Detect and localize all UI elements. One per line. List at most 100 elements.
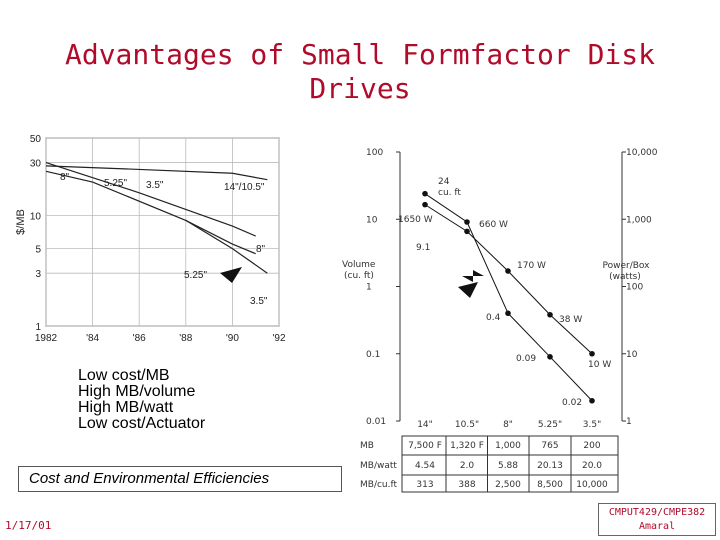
volume-power-chart: 100 10 1 0.1 0.01 10,000 1,000 100 10 1 Volume (cu.… xyxy=(340,140,670,495)
right-tick-label: 1,000 xyxy=(626,215,652,225)
table-cell: 1,320 F xyxy=(450,441,484,451)
power-label: 38 W xyxy=(559,315,582,325)
power-point xyxy=(547,311,553,318)
volume-point xyxy=(505,310,511,317)
y-tick-label: 30 xyxy=(30,159,42,170)
volume-label: 24 xyxy=(438,177,450,187)
table-cell: 388 xyxy=(458,480,475,490)
volume-label: cu. ft xyxy=(438,188,461,198)
right-tick-label: 1 xyxy=(626,417,632,427)
x-tick-label: '86 xyxy=(133,333,146,344)
slide-date: 1/17/01 xyxy=(5,519,52,532)
bullet-item: High MB/watt xyxy=(78,399,174,416)
power-arrow-icon xyxy=(462,270,484,282)
table-cell: 5.88 xyxy=(498,461,518,471)
series-annotation: 3.5" xyxy=(250,296,268,307)
footer-author: Amaral xyxy=(638,521,676,532)
trend-arrow-icon xyxy=(220,267,242,283)
volume-power-svg: 100 10 1 0.1 0.01 10,000 1,000 100 10 1 Volume(cu.… xyxy=(342,148,658,493)
table-cell: 20.13 xyxy=(537,461,563,471)
power-label: 1650 W xyxy=(398,215,433,225)
table-cell: 1,000 xyxy=(495,441,521,451)
left-tick-label: 10 xyxy=(366,215,378,225)
footer-course: CMPUT429/CMPE382 xyxy=(608,507,706,518)
form-factor-label: 5.25" xyxy=(538,420,562,430)
volume-arrow-icon xyxy=(458,282,478,298)
power-point xyxy=(464,228,470,235)
left-tick-label: 0.1 xyxy=(366,350,380,360)
volume-label: 0.02 xyxy=(562,398,582,408)
x-tick-label: '88 xyxy=(179,333,192,344)
bullet-item: High MB/volume xyxy=(78,383,196,400)
left-axis-label: Volume xyxy=(342,260,376,270)
caption-box: Cost and Environmental Efficiencies xyxy=(18,466,342,492)
table-cell: 20.0 xyxy=(582,461,602,471)
table-cell: 8,500 xyxy=(537,480,563,490)
volume-point xyxy=(547,354,553,360)
form-factor-label: 8" xyxy=(503,420,513,430)
series-annotation: 8" xyxy=(256,244,266,255)
cost-per-mb-chart: 50 30 10 5 3 1 1982 '84 '86 '88 '90 '92 $/MB 8" 5.25" 3… xyxy=(14,128,339,352)
table-cell: 313 xyxy=(416,480,433,490)
course-footer: CMPUT429/CMPE382 Amaral xyxy=(598,503,716,536)
power-point xyxy=(505,268,511,274)
series-annotation: 5.25" xyxy=(184,270,207,281)
series-annotation: 3.5" xyxy=(146,180,164,191)
x-tick-label: '90 xyxy=(226,333,239,344)
y-tick-label: 3 xyxy=(35,269,41,280)
right-axis-label: (watts) xyxy=(609,272,641,282)
volume-point xyxy=(464,219,470,225)
y-tick-label: 10 xyxy=(30,211,42,222)
title-line-2: Drives xyxy=(309,72,411,105)
volume-line xyxy=(424,193,593,402)
left-tick-label: 0.01 xyxy=(366,417,386,427)
slide-title: Advantages of Small Formfactor Disk Driv… xyxy=(0,38,720,106)
y-tick-label: 5 xyxy=(35,245,41,256)
form-factor-label: 10.5" xyxy=(455,420,479,430)
volume-point xyxy=(589,397,595,404)
left-tick-label: 100 xyxy=(366,148,383,158)
right-tick-label: 10 xyxy=(626,350,638,360)
table-cell: 4.54 xyxy=(415,461,435,471)
table-row-label: MB/cu.ft xyxy=(360,480,397,490)
x-tick-label: 1982 xyxy=(35,333,58,344)
power-point xyxy=(589,350,595,357)
left-tick-label: 1 xyxy=(366,283,372,293)
volume-label: 0.09 xyxy=(516,354,536,364)
right-tick-label: 100 xyxy=(626,283,643,293)
form-factor-label: 3.5" xyxy=(583,420,601,430)
series-line xyxy=(45,170,256,255)
power-line xyxy=(424,204,593,355)
table-frame xyxy=(401,435,619,493)
series-annotation: 5.25" xyxy=(104,178,127,189)
volume-label: 0.4 xyxy=(486,313,501,323)
plot-frame xyxy=(45,137,280,327)
power-label: 10 W xyxy=(588,360,611,370)
table-cell: 10,000 xyxy=(576,480,608,490)
advantages-list: Low cost/MB High MB/volume High MB/watt … xyxy=(78,368,205,432)
series-line xyxy=(185,219,268,274)
right-tick-label: 10,000 xyxy=(626,148,658,158)
volume-point xyxy=(422,190,428,197)
x-tick-label: '92 xyxy=(272,333,285,344)
table-cell: 200 xyxy=(583,441,600,451)
table-cell: 2.0 xyxy=(460,461,475,471)
title-line-1: Advantages of Small Formfactor Disk xyxy=(64,38,655,71)
y-axis-label: $/MB xyxy=(15,209,27,235)
y-tick-label: 50 xyxy=(30,134,42,145)
x-tick-label: '84 xyxy=(86,333,99,344)
form-factor-label: 14" xyxy=(417,420,433,430)
series-line xyxy=(45,165,268,181)
table-cell: 2,500 xyxy=(495,480,521,490)
bullet-item: Low cost/MB xyxy=(78,367,170,384)
series-annotation: 14"/10.5" xyxy=(224,182,265,193)
series-annotation: 8" xyxy=(60,172,70,183)
power-point xyxy=(422,201,428,208)
volume-label: 9.1 xyxy=(416,243,430,253)
power-label: 170 W xyxy=(517,261,546,271)
right-axis-label: Power/Box xyxy=(603,261,651,271)
bullet-item: Low cost/Actuator xyxy=(78,415,206,432)
table-row-label: MB xyxy=(360,441,374,451)
y-tick-label: 1 xyxy=(35,322,41,333)
